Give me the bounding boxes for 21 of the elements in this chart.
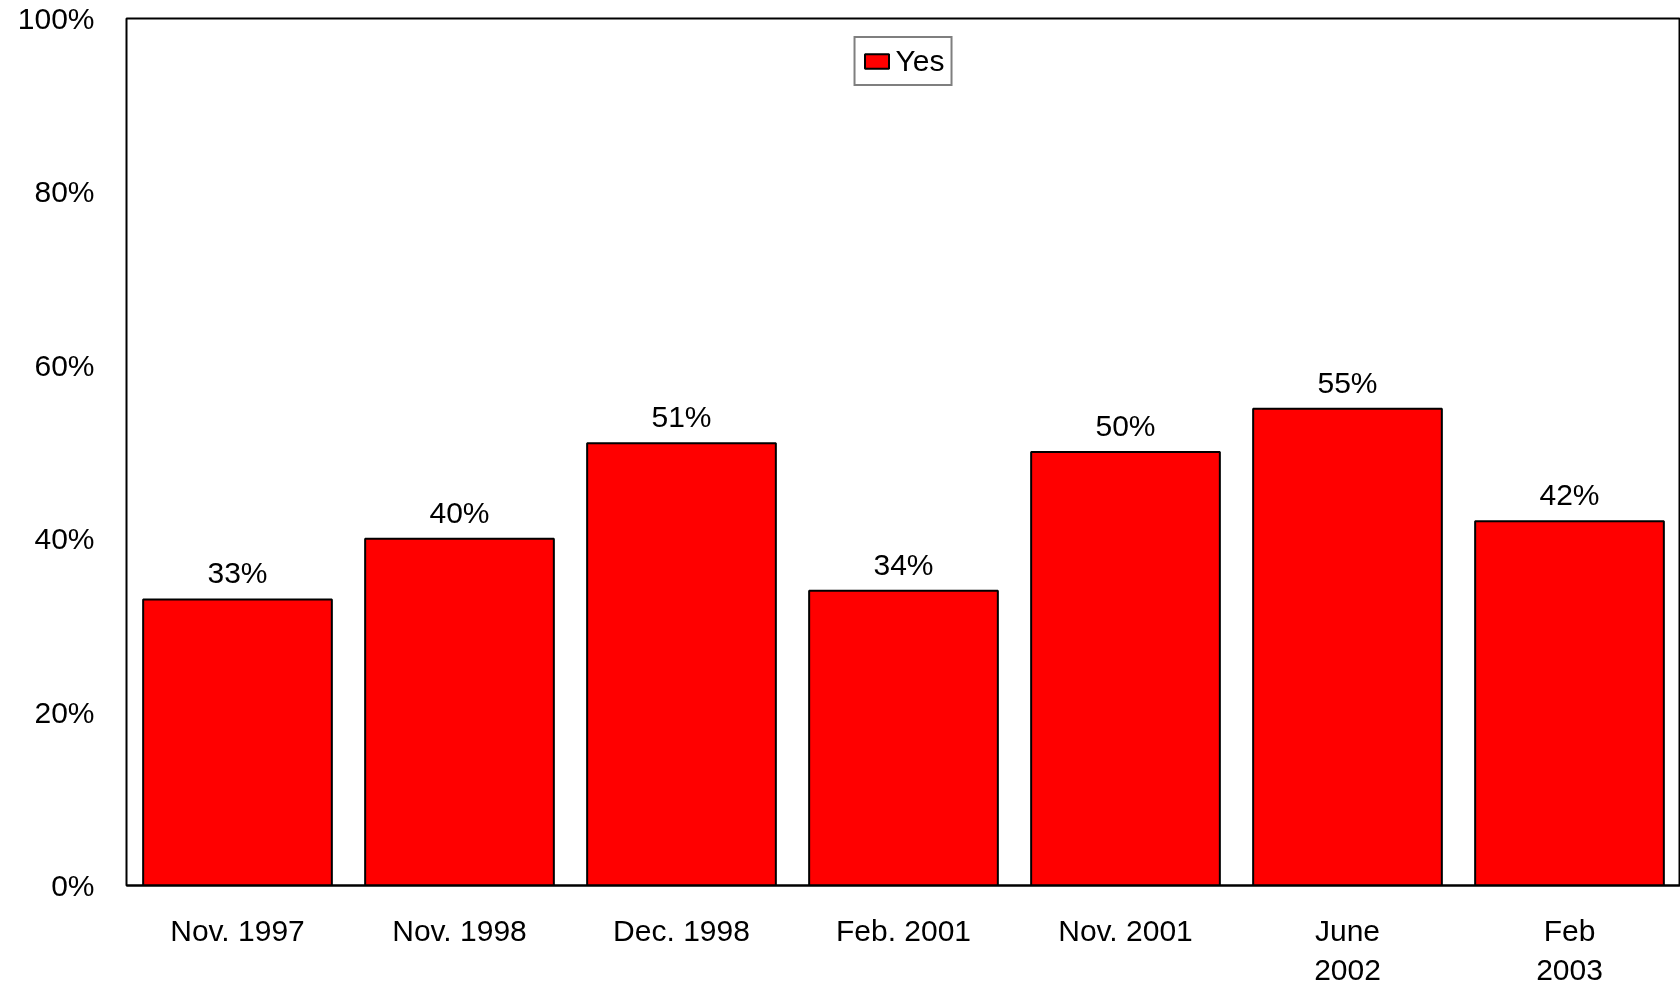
x-tick-label: Dec. 1998 [613,913,750,947]
data-label: 34% [873,547,934,581]
y-tick-label: 0% [51,869,95,902]
data-label: 40% [429,495,490,529]
data-label: 33% [207,556,268,590]
y-tick-label: 100% [17,2,95,35]
data-label: 55% [1317,365,1378,399]
x-tick-label: Feb 2003 [1536,913,1603,987]
y-tick-label: 40% [34,522,95,556]
data-label: 42% [1539,478,1600,512]
x-tick-label: June 2002 [1314,913,1381,987]
data-label: 50% [1095,409,1156,442]
y-tick-label: 60% [34,348,95,382]
x-tick-label: Nov. 1997 [170,913,305,947]
data-label: 51% [651,400,712,434]
y-tick-label: 80% [34,175,95,209]
legend-label: Yes [895,44,945,78]
y-tick-label: 20% [34,695,95,729]
x-tick-label: Feb. 2001 [835,913,972,947]
x-tick-label: Nov. 1998 [392,913,527,947]
x-tick-label: Nov. 2001 [1058,913,1193,947]
